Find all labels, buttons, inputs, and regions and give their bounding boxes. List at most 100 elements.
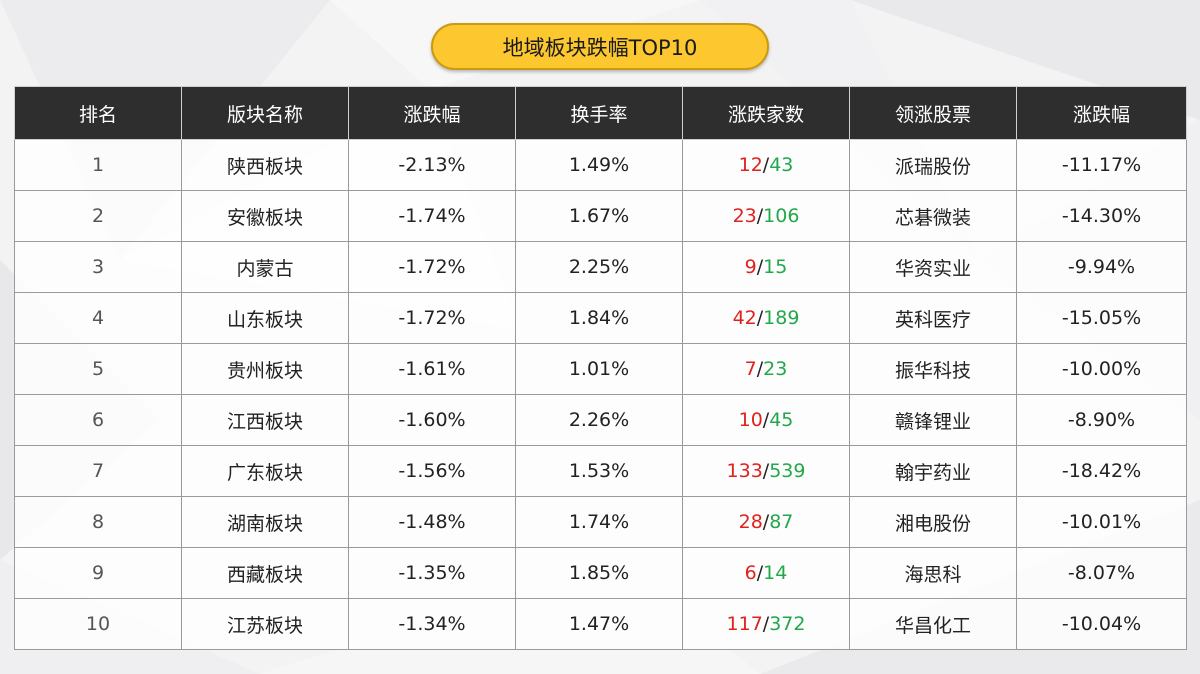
down-count: 14 bbox=[763, 562, 788, 584]
cell-leading-stock: 华资实业 bbox=[849, 241, 1017, 293]
up-count: 10 bbox=[738, 409, 763, 431]
cell-change: -2.13% bbox=[348, 139, 516, 191]
cell-leading-stock-change: -11.17% bbox=[1016, 139, 1187, 191]
cell-sector-name: 江苏板块 bbox=[181, 598, 349, 650]
cell-turnover: 1.85% bbox=[515, 547, 683, 599]
cell-change: -1.48% bbox=[348, 496, 516, 548]
cell-leading-stock-change: -18.42% bbox=[1016, 445, 1187, 497]
cell-up-down-count: 7/23 bbox=[682, 343, 850, 395]
cell-leading-stock-change: -8.07% bbox=[1016, 547, 1187, 599]
cell-turnover: 1.74% bbox=[515, 496, 683, 548]
down-count: 372 bbox=[769, 613, 806, 635]
count-separator: / bbox=[762, 511, 770, 533]
table-row: 3 内蒙古 -1.72% 2.25% 9/15 华资实业 -9.94% bbox=[14, 241, 1187, 293]
down-count: 45 bbox=[769, 409, 794, 431]
cell-leading-stock-change: -10.01% bbox=[1016, 496, 1187, 548]
cell-sector-name: 西藏板块 bbox=[181, 547, 349, 599]
cell-sector-name: 山东板块 bbox=[181, 292, 349, 344]
count-separator: / bbox=[756, 256, 764, 278]
down-count: 15 bbox=[763, 256, 788, 278]
cell-change: -1.72% bbox=[348, 241, 516, 293]
count-separator: / bbox=[756, 358, 764, 380]
cell-up-down-count: 12/43 bbox=[682, 139, 850, 191]
cell-rank: 2 bbox=[14, 190, 182, 242]
cell-up-down-count: 42/189 bbox=[682, 292, 850, 344]
cell-turnover: 1.53% bbox=[515, 445, 683, 497]
cell-sector-name: 安徽板块 bbox=[181, 190, 349, 242]
count-separator: / bbox=[762, 613, 770, 635]
table-header-row: 排名 版块名称 涨跌幅 换手率 涨跌家数 领涨股票 涨跌幅 bbox=[14, 86, 1187, 140]
cell-turnover: 1.01% bbox=[515, 343, 683, 395]
cell-rank: 5 bbox=[14, 343, 182, 395]
header-leading-stock: 领涨股票 bbox=[849, 86, 1017, 140]
cell-up-down-count: 10/45 bbox=[682, 394, 850, 446]
table-row: 6 江西板块 -1.60% 2.26% 10/45 赣锋锂业 -8.90% bbox=[14, 394, 1187, 446]
up-count: 9 bbox=[744, 256, 757, 278]
cell-up-down-count: 23/106 bbox=[682, 190, 850, 242]
cell-change: -1.60% bbox=[348, 394, 516, 446]
table-title: 地域板块跌幅TOP10 bbox=[431, 23, 769, 70]
up-count: 28 bbox=[738, 511, 763, 533]
count-separator: / bbox=[762, 154, 770, 176]
cell-rank: 4 bbox=[14, 292, 182, 344]
up-count: 42 bbox=[732, 307, 757, 329]
cell-rank: 10 bbox=[14, 598, 182, 650]
header-sector-name: 版块名称 bbox=[181, 86, 349, 140]
table-row: 5 贵州板块 -1.61% 1.01% 7/23 振华科技 -10.00% bbox=[14, 343, 1187, 395]
down-count: 87 bbox=[769, 511, 794, 533]
cell-sector-name: 湖南板块 bbox=[181, 496, 349, 548]
up-count: 23 bbox=[732, 205, 757, 227]
down-count: 43 bbox=[769, 154, 794, 176]
cell-sector-name: 贵州板块 bbox=[181, 343, 349, 395]
cell-turnover: 2.26% bbox=[515, 394, 683, 446]
cell-change: -1.61% bbox=[348, 343, 516, 395]
cell-up-down-count: 6/14 bbox=[682, 547, 850, 599]
up-count: 12 bbox=[738, 154, 763, 176]
header-turnover: 换手率 bbox=[515, 86, 683, 140]
cell-up-down-count: 9/15 bbox=[682, 241, 850, 293]
cell-up-down-count: 28/87 bbox=[682, 496, 850, 548]
up-count: 133 bbox=[726, 460, 763, 482]
table-row: 10 江苏板块 -1.34% 1.47% 117/372 华昌化工 -10.04… bbox=[14, 598, 1187, 650]
cell-sector-name: 江西板块 bbox=[181, 394, 349, 446]
cell-leading-stock-change: -9.94% bbox=[1016, 241, 1187, 293]
cell-turnover: 1.84% bbox=[515, 292, 683, 344]
count-separator: / bbox=[762, 409, 770, 431]
header-rank: 排名 bbox=[14, 86, 182, 140]
cell-up-down-count: 117/372 bbox=[682, 598, 850, 650]
region-decline-table: 排名 版块名称 涨跌幅 换手率 涨跌家数 领涨股票 涨跌幅 1 陕西板块 -2.… bbox=[14, 86, 1187, 650]
cell-leading-stock-change: -10.00% bbox=[1016, 343, 1187, 395]
cell-leading-stock-change: -10.04% bbox=[1016, 598, 1187, 650]
cell-rank: 7 bbox=[14, 445, 182, 497]
up-count: 117 bbox=[726, 613, 763, 635]
cell-turnover: 1.49% bbox=[515, 139, 683, 191]
header-up-down-count: 涨跌家数 bbox=[682, 86, 850, 140]
cell-leading-stock: 华昌化工 bbox=[849, 598, 1017, 650]
table-row: 8 湖南板块 -1.48% 1.74% 28/87 湘电股份 -10.01% bbox=[14, 496, 1187, 548]
count-separator: / bbox=[756, 307, 764, 329]
cell-leading-stock: 派瑞股份 bbox=[849, 139, 1017, 191]
cell-leading-stock: 翰宇药业 bbox=[849, 445, 1017, 497]
cell-sector-name: 广东板块 bbox=[181, 445, 349, 497]
header-leading-stock-change: 涨跌幅 bbox=[1016, 86, 1187, 140]
cell-leading-stock-change: -15.05% bbox=[1016, 292, 1187, 344]
count-separator: / bbox=[756, 205, 764, 227]
cell-change: -1.74% bbox=[348, 190, 516, 242]
cell-rank: 3 bbox=[14, 241, 182, 293]
cell-leading-stock: 海思科 bbox=[849, 547, 1017, 599]
cell-leading-stock-change: -14.30% bbox=[1016, 190, 1187, 242]
cell-turnover: 2.25% bbox=[515, 241, 683, 293]
cell-rank: 9 bbox=[14, 547, 182, 599]
cell-sector-name: 陕西板块 bbox=[181, 139, 349, 191]
table-row: 7 广东板块 -1.56% 1.53% 133/539 翰宇药业 -18.42% bbox=[14, 445, 1187, 497]
table-row: 2 安徽板块 -1.74% 1.67% 23/106 芯碁微装 -14.30% bbox=[14, 190, 1187, 242]
cell-sector-name: 内蒙古 bbox=[181, 241, 349, 293]
cell-change: -1.72% bbox=[348, 292, 516, 344]
down-count: 23 bbox=[763, 358, 788, 380]
cell-leading-stock-change: -8.90% bbox=[1016, 394, 1187, 446]
cell-up-down-count: 133/539 bbox=[682, 445, 850, 497]
down-count: 189 bbox=[763, 307, 800, 329]
cell-leading-stock: 振华科技 bbox=[849, 343, 1017, 395]
down-count: 539 bbox=[769, 460, 806, 482]
cell-change: -1.35% bbox=[348, 547, 516, 599]
